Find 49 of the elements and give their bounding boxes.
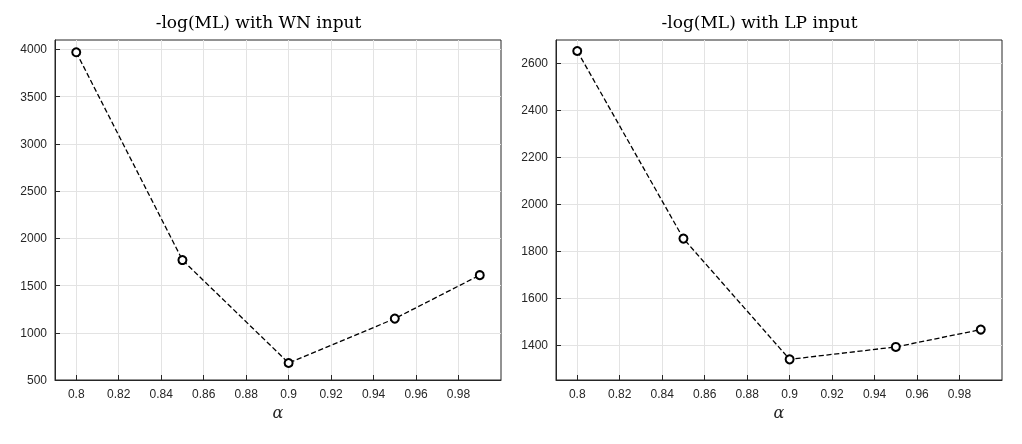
point <box>975 324 986 335</box>
y-tick-label: 1400 <box>521 337 549 352</box>
x-tick-label: 0.96 <box>905 387 930 401</box>
point <box>177 255 188 266</box>
y-tick-label: 2000 <box>20 231 48 246</box>
y-tick-label: 500 <box>26 373 48 387</box>
point <box>474 270 485 281</box>
point <box>389 313 400 324</box>
y-tick-label: 2200 <box>521 150 549 165</box>
x-tick-label: 0.94 <box>361 387 386 401</box>
point <box>283 358 294 368</box>
point <box>71 47 82 58</box>
point <box>678 233 689 244</box>
x-tick-label: 0.9 <box>280 387 298 401</box>
x-tick-label: 0.92 <box>820 387 845 401</box>
x-tick-label: 0.84 <box>149 387 174 401</box>
x-tick-label: 0.92 <box>319 387 344 401</box>
y-tick-label: 2500 <box>20 184 48 199</box>
y-tick-label: 4000 <box>20 42 48 57</box>
x-tick-label: 0.86 <box>692 387 717 401</box>
x-tick-label: 0.82 <box>608 387 632 401</box>
chart-title: -log(ML) with LP input <box>661 11 858 32</box>
y-tick-label: 1000 <box>20 325 48 340</box>
x-tick-label: 0.86 <box>191 387 216 401</box>
x-tick-label: 0.96 <box>404 387 429 401</box>
y-tick-label: 2000 <box>521 197 549 212</box>
x-tick-label: 0.98 <box>947 387 972 401</box>
x-tick-label: 0.8 <box>568 387 586 401</box>
x-tick-label: 0.94 <box>862 387 887 401</box>
y-tick-label: 3500 <box>20 89 48 104</box>
x-axis-title: α <box>272 403 284 423</box>
x-axis-title: α <box>773 403 785 423</box>
y-tick-label: 1600 <box>521 290 549 305</box>
x-tick-label: 0.84 <box>650 387 675 401</box>
chart-title: -log(ML) with WN input <box>155 11 362 32</box>
point <box>890 341 901 352</box>
y-tick-label: 2400 <box>521 103 549 118</box>
y-tick-label: 1800 <box>521 244 549 259</box>
x-tick-label: 0.8 <box>67 387 85 401</box>
x-tick-label: 0.9 <box>781 387 799 401</box>
x-tick-label: 0.88 <box>735 387 760 401</box>
x-tick-label: 0.82 <box>107 387 131 401</box>
y-tick-label: 2600 <box>521 56 549 71</box>
y-tick-label: 1500 <box>20 278 48 293</box>
y-tick-label: 3000 <box>20 136 48 151</box>
point <box>572 46 583 57</box>
x-tick-label: 0.98 <box>446 387 471 401</box>
x-tick-label: 0.88 <box>234 387 259 401</box>
point <box>784 354 795 365</box>
